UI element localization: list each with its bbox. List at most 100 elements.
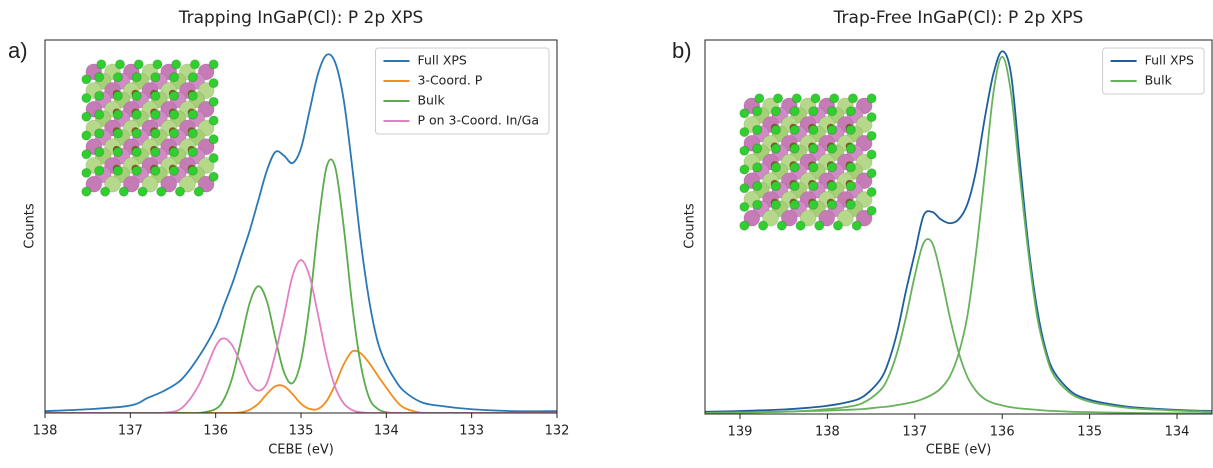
data-line xyxy=(705,50,1212,413)
atom xyxy=(81,149,92,160)
x-tick-label: 135 xyxy=(1077,425,1102,440)
atom xyxy=(845,180,856,192)
data-line xyxy=(705,55,1212,414)
x-axis-label: CEBE (eV) xyxy=(926,443,992,458)
data-line xyxy=(45,158,557,413)
atom xyxy=(808,124,819,136)
atom xyxy=(96,59,107,70)
panel: Trap-Free InGaP(Cl): P 2p XPS b) CEBE (eV)… xyxy=(672,8,1213,458)
atom xyxy=(845,124,856,136)
legend-box xyxy=(1102,47,1205,95)
atom xyxy=(99,186,111,197)
atom xyxy=(81,92,92,104)
atom xyxy=(789,199,800,210)
atom xyxy=(193,186,204,197)
atom xyxy=(81,186,92,197)
atom xyxy=(168,146,180,158)
atom xyxy=(168,165,180,176)
x-tick-label: 134 xyxy=(1165,425,1190,440)
atom xyxy=(789,162,800,173)
atom xyxy=(739,108,750,119)
atom xyxy=(814,220,825,231)
atom xyxy=(866,93,877,104)
atom xyxy=(754,93,765,104)
atom xyxy=(739,220,750,231)
chart-title: Trapping InGaP(Cl): P 2p XPS xyxy=(178,8,424,28)
atom xyxy=(141,175,159,193)
legend-label: Full XPS xyxy=(1145,53,1194,68)
atom xyxy=(208,59,219,70)
legend-box xyxy=(374,47,550,135)
atom xyxy=(112,109,124,120)
atom xyxy=(810,93,821,104)
atom xyxy=(770,162,782,173)
atom xyxy=(133,59,144,70)
atom xyxy=(789,124,800,136)
atom xyxy=(855,209,873,227)
atom xyxy=(187,109,198,120)
atom xyxy=(739,126,750,138)
legend: Full XPS Bulk xyxy=(1102,47,1205,95)
atom xyxy=(826,106,838,117)
x-tick-label: 135 xyxy=(289,424,314,439)
atom xyxy=(808,143,819,154)
atom xyxy=(770,180,782,192)
atom xyxy=(799,209,817,227)
atom xyxy=(94,128,105,139)
atom xyxy=(137,186,148,197)
atom xyxy=(826,199,838,210)
atom xyxy=(160,175,178,193)
atom xyxy=(114,59,126,70)
atom xyxy=(85,175,103,193)
cluster-illustration xyxy=(81,59,219,197)
atom xyxy=(150,128,161,139)
atom xyxy=(94,146,105,158)
atom xyxy=(81,130,92,141)
legend: Full XPS 3-Coord. P Bulk P on 3-Coord. In/G… xyxy=(374,47,550,135)
atom xyxy=(112,90,124,102)
atom xyxy=(743,209,761,227)
legend-label: Bulk xyxy=(417,93,445,108)
data-line xyxy=(705,238,1212,414)
atom xyxy=(752,162,763,173)
atom xyxy=(780,209,798,227)
atom xyxy=(81,111,92,122)
x-tick-label: 138 xyxy=(815,425,840,440)
atom xyxy=(845,162,856,173)
atom xyxy=(168,109,180,120)
x-tick-label: 136 xyxy=(203,424,228,439)
atom xyxy=(818,209,836,227)
atom xyxy=(795,220,806,231)
x-tick-label: 138 xyxy=(33,424,58,439)
atom xyxy=(150,90,161,102)
atom xyxy=(789,180,800,192)
atom xyxy=(168,128,180,139)
panel-label: a) xyxy=(8,38,28,63)
atom xyxy=(770,199,782,210)
atom xyxy=(94,72,105,83)
atom xyxy=(187,90,198,102)
atom xyxy=(752,106,763,117)
atom xyxy=(208,152,219,164)
atom xyxy=(866,168,877,179)
atom xyxy=(171,59,182,70)
atom xyxy=(187,165,198,176)
atom xyxy=(845,199,856,210)
data-line xyxy=(45,349,557,413)
legend-label: Bulk xyxy=(1145,73,1173,88)
atom xyxy=(739,201,750,213)
atom xyxy=(770,143,782,154)
atom xyxy=(770,124,782,136)
atom xyxy=(739,164,750,175)
y-axis-label: Counts xyxy=(23,203,38,249)
x-tick-label: 132 xyxy=(545,424,570,439)
atom xyxy=(112,165,124,176)
atom xyxy=(762,209,780,227)
atom xyxy=(832,220,844,231)
atom xyxy=(208,77,219,89)
atom xyxy=(826,124,838,136)
x-tick-label: 133 xyxy=(459,424,484,439)
atom xyxy=(150,109,161,120)
atom xyxy=(150,146,161,158)
